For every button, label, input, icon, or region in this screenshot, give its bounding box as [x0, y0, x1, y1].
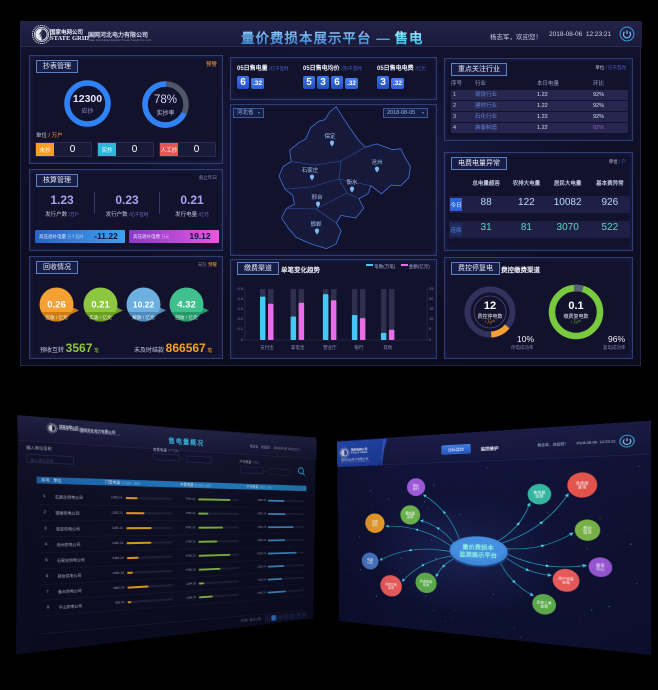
svg-text:量价费损本: 量价费损本: [462, 542, 494, 552]
svg-text:监测: 监测: [407, 514, 414, 519]
svg-text:电量: 电量: [367, 557, 373, 562]
svg-text:用户信息: 用户信息: [558, 575, 574, 581]
svg-text:15: 15: [429, 306, 434, 311]
svg-text:0: 0: [241, 337, 244, 342]
svg-text:衡水: 衡水: [346, 178, 358, 186]
svg-text:监测: 监测: [583, 529, 592, 535]
svg-text:邢台: 邢台: [311, 193, 323, 201]
svg-text:20: 20: [429, 296, 434, 301]
svg-text:营业厅: 营业厅: [323, 344, 337, 351]
svg-text:监测: 监测: [540, 603, 548, 609]
svg-text:保定: 保定: [324, 132, 336, 140]
svg-text:10: 10: [429, 316, 434, 321]
svg-text:10.22: 10.22: [133, 300, 155, 310]
svg-text:0.26: 0.26: [47, 300, 66, 311]
svg-text:查询: 查询: [562, 579, 571, 585]
svg-text:电费: 电费: [372, 519, 378, 524]
svg-text:监测: 监测: [535, 494, 544, 499]
svg-text:报表: 报表: [596, 562, 605, 568]
svg-text:实收 / 亿元: 实收 / 亿元: [89, 314, 112, 321]
svg-text:沧州: 沧州: [371, 158, 382, 166]
svg-text:0.3: 0.3: [237, 306, 243, 311]
svg-text:石家庄: 石家庄: [302, 166, 319, 174]
svg-text:监测: 监测: [423, 582, 430, 587]
svg-text:0.5: 0.5: [237, 286, 243, 291]
svg-text:查询: 查询: [578, 484, 587, 490]
svg-text:0.21: 0.21: [91, 300, 110, 311]
svg-text:分析: 分析: [367, 560, 373, 565]
svg-text:0.1: 0.1: [237, 326, 243, 331]
svg-text:中心: 中心: [596, 566, 605, 572]
svg-text:模拟量: 模拟量: [405, 511, 415, 516]
svg-text:线损异常: 线损异常: [385, 582, 397, 587]
svg-text:0.4: 0.4: [237, 296, 243, 301]
svg-text:执行: 执行: [413, 486, 420, 491]
svg-text:0.2: 0.2: [237, 316, 243, 321]
svg-text:监测: 监测: [388, 585, 394, 590]
svg-text:多维度: 多维度: [576, 480, 589, 486]
svg-text:0: 0: [429, 337, 432, 342]
svg-text:解款 / 亿元: 解款 / 亿元: [132, 314, 155, 321]
svg-text:5: 5: [429, 326, 432, 331]
svg-text:4.32: 4.32: [177, 300, 196, 311]
svg-text:其他: 其他: [383, 344, 392, 351]
svg-text:费控: 费控: [583, 526, 592, 532]
svg-text:掌电宝: 掌电宝: [291, 344, 305, 351]
svg-text:回收: 回收: [372, 523, 378, 528]
svg-text:监测展示平台: 监测展示平台: [459, 550, 497, 560]
svg-text:抄表质量: 抄表质量: [420, 579, 433, 585]
svg-text:回收 / 亿元: 回收 / 亿元: [175, 314, 198, 321]
svg-text:25: 25: [429, 286, 434, 291]
svg-text:应收 / 亿元: 应收 / 亿元: [45, 314, 68, 321]
svg-text:邯郸: 邯郸: [310, 220, 322, 228]
svg-text:售电量: 售电量: [533, 490, 546, 495]
svg-text:银行: 银行: [354, 344, 363, 351]
svg-text:支付宝: 支付宝: [260, 344, 274, 351]
svg-text:电价: 电价: [413, 483, 420, 488]
svg-text:异常工单: 异常工单: [537, 599, 553, 605]
